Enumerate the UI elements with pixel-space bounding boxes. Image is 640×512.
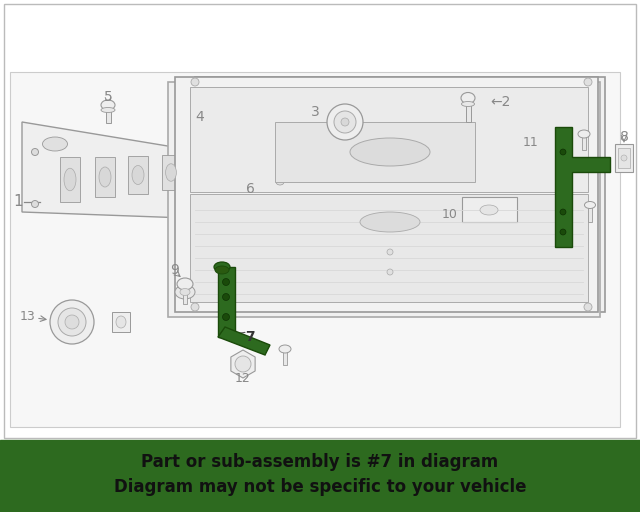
Text: 3: 3	[311, 105, 320, 119]
Circle shape	[387, 249, 393, 255]
Bar	[60, 157, 80, 202]
Ellipse shape	[225, 163, 233, 177]
Bar	[618, 148, 630, 168]
Ellipse shape	[177, 278, 193, 290]
Ellipse shape	[99, 167, 111, 187]
Circle shape	[584, 78, 592, 86]
Polygon shape	[190, 194, 588, 302]
Bar	[248, 155, 260, 180]
Polygon shape	[231, 350, 255, 378]
Polygon shape	[555, 127, 610, 247]
Ellipse shape	[250, 161, 258, 174]
Text: 4: 4	[196, 110, 204, 124]
Circle shape	[191, 78, 199, 86]
Bar	[462, 197, 517, 222]
Circle shape	[223, 293, 230, 301]
Polygon shape	[10, 72, 620, 427]
Text: 6: 6	[246, 182, 255, 196]
Text: 12: 12	[235, 373, 251, 386]
Ellipse shape	[132, 165, 144, 184]
Text: 8: 8	[620, 130, 628, 144]
Text: 11: 11	[522, 136, 538, 148]
Ellipse shape	[101, 100, 115, 110]
Ellipse shape	[214, 262, 230, 272]
Circle shape	[560, 229, 566, 235]
Ellipse shape	[360, 212, 420, 232]
Ellipse shape	[101, 108, 115, 113]
Ellipse shape	[350, 138, 430, 166]
Ellipse shape	[578, 130, 590, 138]
Circle shape	[58, 308, 86, 336]
Ellipse shape	[584, 202, 595, 208]
Bar	[588, 205, 592, 222]
Ellipse shape	[64, 168, 76, 191]
Text: Diagram may not be specific to your vehicle: Diagram may not be specific to your vehi…	[114, 478, 526, 496]
Text: 13: 13	[19, 310, 35, 324]
Ellipse shape	[116, 316, 126, 328]
Polygon shape	[218, 267, 235, 337]
Text: ←2: ←2	[490, 95, 510, 109]
Bar	[162, 155, 180, 190]
Ellipse shape	[42, 137, 67, 151]
Circle shape	[584, 303, 592, 311]
Text: 1: 1	[13, 195, 23, 209]
Text: 5: 5	[104, 90, 113, 104]
Circle shape	[560, 149, 566, 155]
Polygon shape	[218, 327, 270, 355]
Bar	[128, 156, 148, 194]
Bar	[582, 132, 586, 150]
Ellipse shape	[461, 101, 474, 106]
Bar	[222, 156, 236, 184]
Bar	[95, 157, 115, 197]
Circle shape	[327, 104, 363, 140]
Bar	[4, 4, 636, 438]
Polygon shape	[190, 87, 588, 192]
Ellipse shape	[480, 205, 498, 215]
Polygon shape	[265, 177, 298, 187]
Polygon shape	[22, 122, 295, 222]
Circle shape	[65, 315, 79, 329]
Ellipse shape	[461, 93, 475, 103]
Bar	[0, 440, 640, 512]
Ellipse shape	[215, 266, 229, 274]
Circle shape	[387, 269, 393, 275]
Polygon shape	[175, 77, 598, 312]
Ellipse shape	[175, 285, 195, 299]
Circle shape	[560, 209, 566, 215]
Circle shape	[31, 201, 38, 207]
Circle shape	[235, 356, 251, 372]
Bar	[283, 349, 287, 365]
Bar	[275, 122, 475, 182]
Circle shape	[275, 210, 282, 218]
Text: 7: 7	[245, 330, 255, 344]
Circle shape	[334, 111, 356, 133]
Circle shape	[31, 148, 38, 156]
Polygon shape	[168, 82, 600, 317]
Ellipse shape	[196, 164, 206, 180]
Circle shape	[621, 155, 627, 161]
Ellipse shape	[279, 345, 291, 353]
Bar	[183, 290, 187, 304]
Polygon shape	[112, 312, 130, 332]
Bar	[465, 102, 470, 122]
Circle shape	[341, 118, 349, 126]
Ellipse shape	[180, 288, 190, 295]
Polygon shape	[195, 77, 605, 312]
Circle shape	[275, 159, 282, 165]
Circle shape	[50, 300, 94, 344]
Text: Part or sub-assembly is #7 in diagram: Part or sub-assembly is #7 in diagram	[141, 453, 499, 471]
Text: 10: 10	[442, 207, 458, 221]
Circle shape	[191, 303, 199, 311]
Circle shape	[223, 279, 230, 286]
Bar	[615, 144, 633, 172]
Bar	[193, 157, 209, 187]
Circle shape	[223, 313, 230, 321]
Ellipse shape	[276, 179, 284, 185]
Text: 9: 9	[171, 263, 179, 277]
Bar	[106, 108, 111, 123]
Ellipse shape	[166, 164, 177, 181]
